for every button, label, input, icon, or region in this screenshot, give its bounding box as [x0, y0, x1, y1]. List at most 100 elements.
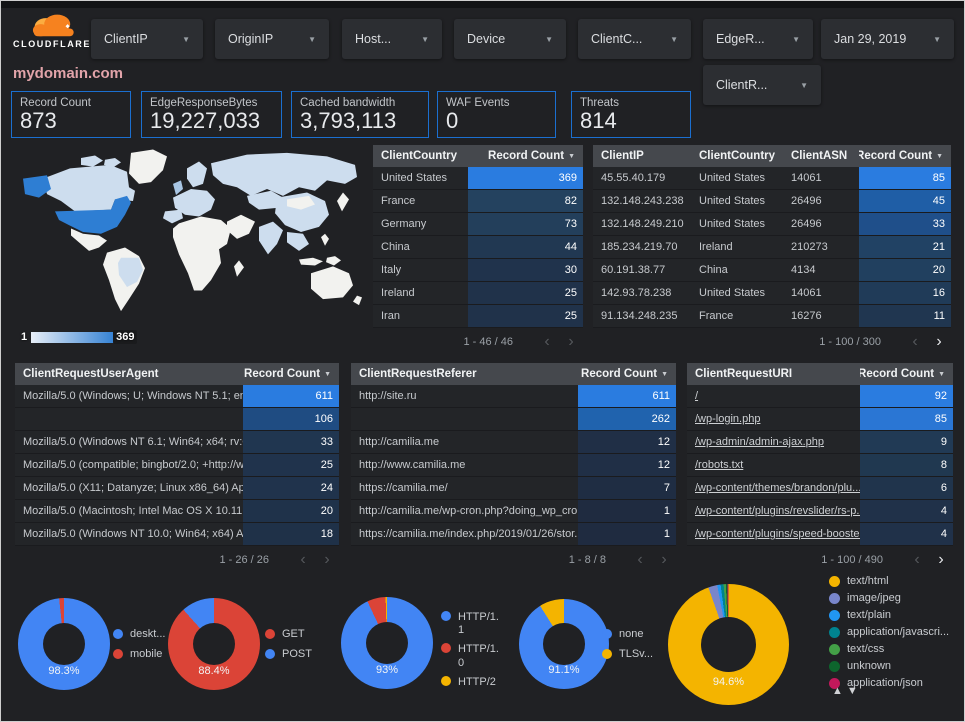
donut-chart-http-method[interactable]: 88.4% — [168, 598, 260, 690]
table-row[interactable]: Iran 25 — [373, 305, 583, 328]
filter-chip-label: ClientC... — [591, 32, 643, 46]
table-cell[interactable]: /wp-admin/admin-ajax.php — [695, 436, 825, 448]
donut-percent-label: 88.4% — [198, 665, 230, 678]
donut-chart-device-type[interactable]: 98.3% — [18, 598, 110, 690]
pagination-next-icon[interactable]: › — [936, 333, 942, 350]
column-header-clientrequestreferer[interactable]: ClientRequestReferer — [359, 368, 477, 380]
legend-item[interactable]: GET — [265, 628, 312, 640]
legend-item[interactable]: text/css — [829, 643, 949, 655]
pagination-prev-icon[interactable]: ‹ — [637, 551, 643, 568]
legend-item[interactable]: deskt... — [113, 628, 165, 640]
table-cell[interactable]: /wp-content/themes/brandon/plu... — [695, 482, 860, 494]
legend-item[interactable]: TLSv... — [602, 648, 653, 660]
legend-item[interactable]: HTTP/1.0 — [441, 643, 500, 669]
column-header-record-count[interactable]: Record Count ▼ — [468, 150, 583, 162]
table-row[interactable]: 132.148.249.210 United States 26496 33 — [593, 213, 951, 236]
table-row[interactable]: France 82 — [373, 190, 583, 213]
table-cell[interactable]: /robots.txt — [695, 459, 744, 471]
table-row[interactable]: /robots.txt 8 — [687, 454, 953, 477]
table-row[interactable]: Mozilla/5.0 (Windows NT 6.1; Win64; x64;… — [15, 431, 339, 454]
donut-chart-tls-version[interactable]: 91.1% — [519, 599, 609, 689]
legend-item[interactable]: text/html — [829, 575, 949, 587]
table-cell[interactable]: /wp-login.php — [695, 413, 761, 425]
table-row[interactable]: 185.234.219.70 Ireland 210273 21 — [593, 236, 951, 259]
table-row[interactable]: http://www.camilia.me 12 — [351, 454, 676, 477]
filter-chip-clientip[interactable]: ClientIP ▼ — [91, 19, 203, 59]
geo-map-chart[interactable]: 1 369 — [15, 146, 367, 346]
pagination-prev-icon[interactable]: ‹ — [914, 551, 920, 568]
table-row[interactable]: Germany 73 — [373, 213, 583, 236]
pagination-next-icon[interactable]: › — [324, 551, 330, 568]
table-cell[interactable]: /wp-content/plugins/revslider/rs-p... — [695, 505, 860, 517]
table-row[interactable]: Ireland 25 — [373, 282, 583, 305]
donut-chart-http-protocol[interactable]: 93% — [341, 597, 433, 689]
table-row[interactable]: http://camilia.me 12 — [351, 431, 676, 454]
filter-chip-clientc[interactable]: ClientC... ▼ — [578, 19, 691, 59]
table-row[interactable]: 60.191.38.77 China 4134 20 — [593, 259, 951, 282]
table-row[interactable]: Mozilla/5.0 (Windows; U; Windows NT 5.1;… — [15, 385, 339, 408]
table-row[interactable]: /wp-content/plugins/speed-booste... 4 — [687, 523, 953, 546]
column-header-record-count[interactable]: Record Count ▼ — [243, 368, 339, 380]
column-header-clientasn[interactable]: ClientASN — [791, 150, 848, 162]
table-row[interactable]: https://camilia.me/index.php/2019/01/26/… — [351, 523, 676, 546]
table-row[interactable]: 262 — [351, 408, 676, 431]
filter-chip-edger[interactable]: EdgeR... ▼ — [703, 19, 813, 59]
table-row[interactable]: /wp-content/plugins/revslider/rs-p... 4 — [687, 500, 953, 523]
pagination-prev-icon[interactable]: ‹ — [544, 333, 550, 350]
column-header-clientrequesturi[interactable]: ClientRequestURI — [695, 368, 793, 380]
column-header-record-count[interactable]: Record Count ▼ — [860, 368, 953, 380]
column-header-clientcountry[interactable]: ClientCountry — [699, 150, 776, 162]
table-row[interactable]: http://site.ru 611 — [351, 385, 676, 408]
pagination-next-icon[interactable]: › — [568, 333, 574, 350]
pagination-next-icon[interactable]: › — [938, 551, 944, 568]
pagination-prev-icon[interactable]: ‹ — [300, 551, 306, 568]
pagination-next-icon[interactable]: › — [661, 551, 667, 568]
legend-item[interactable]: mobile — [113, 648, 165, 660]
legend-item[interactable]: application/javascri... — [829, 626, 949, 638]
table-cell[interactable]: /wp-content/plugins/speed-booste... — [695, 528, 860, 540]
legend-item[interactable]: image/jpeg — [829, 592, 949, 604]
table-row[interactable]: 142.93.78.238 United States 14061 16 — [593, 282, 951, 305]
table-cell[interactable]: / — [695, 390, 699, 402]
filter-chip-host[interactable]: Host... ▼ — [342, 19, 442, 59]
filter-chip-device[interactable]: Device ▼ — [454, 19, 566, 59]
legend-item[interactable]: text/plain — [829, 609, 949, 621]
table-row[interactable]: /wp-admin/admin-ajax.php 9 — [687, 431, 953, 454]
table-row[interactable]: https://camilia.me/7 — [351, 477, 676, 500]
legend-item[interactable]: POST — [265, 648, 312, 660]
date-range-filter[interactable]: Jan 29, 2019 ▼ — [821, 19, 954, 59]
column-header-record-count[interactable]: Record Count ▼ — [859, 150, 951, 162]
table-row[interactable]: 132.148.243.238 United States 26496 45 — [593, 190, 951, 213]
legend-item[interactable]: HTTP/2 — [441, 675, 500, 689]
legend-item[interactable]: none — [602, 628, 653, 640]
table-row[interactable]: United States 369 — [373, 167, 583, 190]
table-row[interactable]: 45.55.40.179 United States 14061 85 — [593, 167, 951, 190]
column-header-clientrequestuseragent[interactable]: ClientRequestUserAgent — [23, 368, 159, 380]
table-row[interactable]: Mozilla/5.0 (Windows NT 10.0; Win64; x64… — [15, 523, 339, 546]
table-row[interactable]: Mozilla/5.0 (X11; Datanyze; Linux x86_64… — [15, 477, 339, 500]
table-row[interactable]: Mozilla/5.0 (Macintosh; Intel Mac OS X 1… — [15, 500, 339, 523]
pagination-prev-icon[interactable]: ‹ — [912, 333, 918, 350]
table-row[interactable]: Mozilla/5.0 (compatible; bingbot/2.0; +h… — [15, 454, 339, 477]
legend-dot-icon — [602, 649, 612, 659]
column-header-clientcountry[interactable]: ClientCountry — [381, 150, 458, 162]
legend-item[interactable]: application/json — [829, 677, 949, 689]
donut-chart-content-type[interactable]: 94.6% — [668, 584, 789, 705]
column-header-record-count[interactable]: Record Count ▼ — [578, 368, 676, 380]
table-row[interactable]: /wp-content/themes/brandon/plu... 6 — [687, 477, 953, 500]
legend-item[interactable]: HTTP/1.1 — [441, 611, 500, 637]
table-row[interactable]: 91.134.248.235 France 16276 11 — [593, 305, 951, 328]
legend-item[interactable]: unknown — [829, 660, 949, 672]
legend-dot-icon — [829, 660, 840, 672]
table-row[interactable]: / 92 — [687, 385, 953, 408]
table-row[interactable]: /wp-login.php 85 — [687, 408, 953, 431]
table-row[interactable]: http://camilia.me/wp-cron.php?doing_wp_c… — [351, 500, 676, 523]
table-row[interactable]: Italy 30 — [373, 259, 583, 282]
filter-chip-originip[interactable]: OriginIP ▼ — [215, 19, 329, 59]
filter-clientr[interactable]: ClientR... ▼ — [703, 65, 821, 105]
column-header-clientip[interactable]: ClientIP — [601, 150, 644, 162]
table-cell: Ireland — [381, 287, 415, 299]
table-row[interactable]: China 44 — [373, 236, 583, 259]
legend-scroll-arrows[interactable]: ▲▼ — [832, 685, 862, 697]
table-row[interactable]: 106 — [15, 408, 339, 431]
